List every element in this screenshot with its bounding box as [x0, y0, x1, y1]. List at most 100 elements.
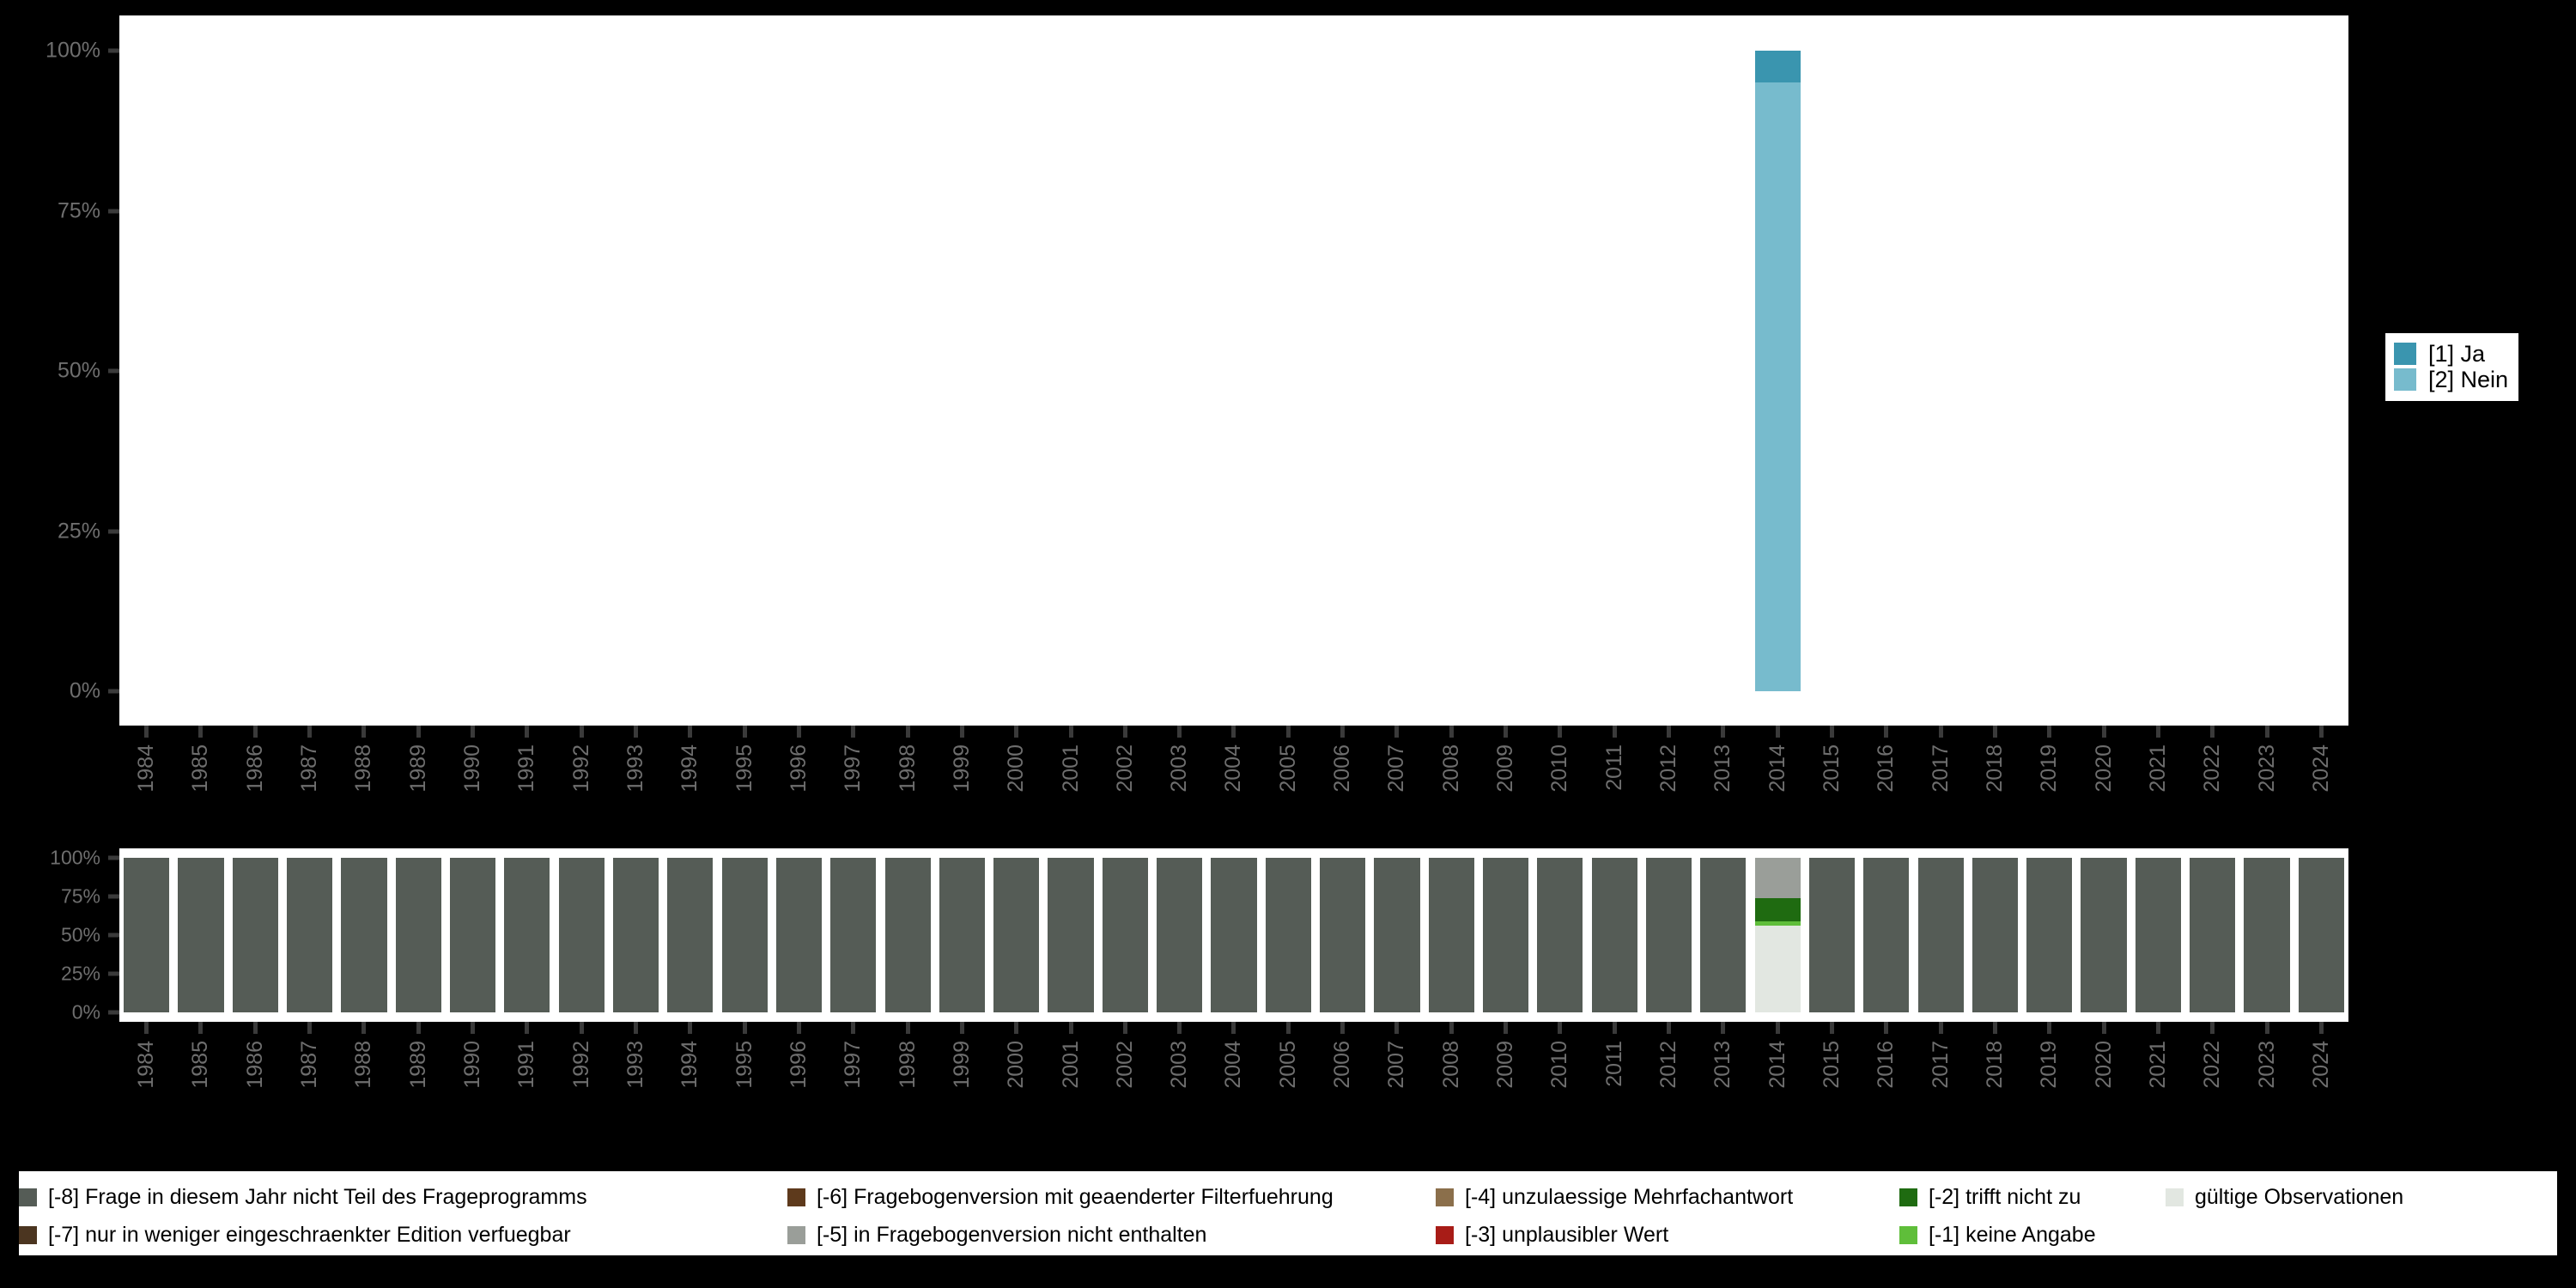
missing-bar-segment[interactable]: [1537, 858, 1583, 1012]
missing-bar-column[interactable]: [500, 858, 554, 1012]
missing-bar-column[interactable]: [1588, 858, 1642, 1012]
missing-bar-segment[interactable]: [1754, 926, 1801, 1012]
missing-bar-column[interactable]: [880, 858, 934, 1012]
category-legend-item[interactable]: [-4] unzulaessige Mehrfachantwort: [1436, 1178, 1793, 1216]
missing-bar-column[interactable]: [1805, 858, 1859, 1012]
missing-bar-column[interactable]: [935, 858, 989, 1012]
missing-bar-column[interactable]: [173, 858, 228, 1012]
missing-bar-column[interactable]: [392, 858, 446, 1012]
missing-bar-segment[interactable]: [449, 858, 496, 1012]
missing-bar-column[interactable]: [555, 858, 609, 1012]
missing-bar-column[interactable]: [1152, 858, 1206, 1012]
missing-bar-column[interactable]: [1098, 858, 1152, 1012]
missing-bar-segment[interactable]: [884, 858, 931, 1012]
missing-bar-segment[interactable]: [1700, 858, 1747, 1012]
missing-bar-segment[interactable]: [993, 858, 1040, 1012]
missing-bar-segment[interactable]: [1754, 858, 1801, 898]
missing-bar-segment[interactable]: [1320, 858, 1366, 1012]
missing-bar-column[interactable]: [2239, 858, 2293, 1012]
missing-bar-segment[interactable]: [124, 858, 170, 1012]
missing-bar-segment[interactable]: [1754, 920, 1801, 927]
category-legend-item[interactable]: [-8] Frage in diesem Jahr nicht Teil des…: [19, 1178, 587, 1216]
missing-bar-segment[interactable]: [341, 858, 387, 1012]
missing-bar-column[interactable]: [663, 858, 717, 1012]
missing-bar-segment[interactable]: [558, 858, 605, 1012]
missing-bar-segment[interactable]: [612, 858, 659, 1012]
missing-bar-column[interactable]: [1968, 858, 2022, 1012]
missing-bar-segment[interactable]: [2081, 858, 2127, 1012]
missing-bar-column[interactable]: [1206, 858, 1261, 1012]
missing-bar-column[interactable]: [1533, 858, 1587, 1012]
missing-bar-segment[interactable]: [2026, 858, 2073, 1012]
missing-bar-segment[interactable]: [1428, 858, 1474, 1012]
missing-bar-segment[interactable]: [1863, 858, 1910, 1012]
legend-item[interactable]: [1] Ja: [2394, 341, 2508, 367]
category-legend-item[interactable]: [-1] keine Angabe: [1899, 1216, 2096, 1254]
missing-bar-segment[interactable]: [395, 858, 441, 1012]
missing-bar-segment[interactable]: [939, 858, 985, 1012]
missing-bar-column[interactable]: [989, 858, 1043, 1012]
missing-bar-column[interactable]: [1479, 858, 1533, 1012]
missing-bar-column[interactable]: [2185, 858, 2239, 1012]
missing-bar-column[interactable]: [1315, 858, 1370, 1012]
missing-bar-segment[interactable]: [2190, 858, 2236, 1012]
category-legend-item[interactable]: gültige Observationen: [2166, 1178, 2403, 1216]
x-axis-tick: 2000: [989, 1022, 1043, 1089]
missing-bar-column[interactable]: [1370, 858, 1424, 1012]
missing-bar-segment[interactable]: [1265, 858, 1311, 1012]
missing-bar-column[interactable]: [717, 858, 771, 1012]
missing-bar-column[interactable]: [2294, 858, 2348, 1012]
missing-bar-column[interactable]: [2076, 858, 2130, 1012]
missing-bar-column[interactable]: [283, 858, 337, 1012]
category-legend-item[interactable]: [-2] trifft nicht zu: [1899, 1178, 2081, 1216]
missing-bar-column[interactable]: [337, 858, 391, 1012]
missing-bar-segment[interactable]: [2244, 858, 2290, 1012]
missing-bar-column[interactable]: [1751, 858, 1805, 1012]
missing-bar-segment[interactable]: [178, 858, 224, 1012]
bar-segment[interactable]: [1754, 82, 1801, 691]
missing-bar-segment[interactable]: [287, 858, 333, 1012]
missing-bar-segment[interactable]: [2135, 858, 2181, 1012]
missing-bar-segment[interactable]: [1754, 897, 1801, 921]
missing-bar-column[interactable]: [1913, 858, 1967, 1012]
missing-bar-segment[interactable]: [830, 858, 877, 1012]
missing-bar-segment[interactable]: [1808, 858, 1856, 1012]
missing-bar-column[interactable]: [1261, 858, 1315, 1012]
missing-bar-column[interactable]: [1043, 858, 1097, 1012]
missing-bar-segment[interactable]: [1591, 858, 1637, 1012]
missing-bar-column[interactable]: [1696, 858, 1750, 1012]
missing-bar-column[interactable]: [2131, 858, 2185, 1012]
missing-bar-column[interactable]: [228, 858, 283, 1012]
missing-bar-column[interactable]: [772, 858, 826, 1012]
missing-bar-column[interactable]: [446, 858, 500, 1012]
bar-column[interactable]: [1751, 51, 1805, 691]
missing-bar-column[interactable]: [609, 858, 663, 1012]
missing-bar-segment[interactable]: [721, 858, 768, 1012]
missing-bar-segment[interactable]: [232, 858, 278, 1012]
missing-bar-segment[interactable]: [1971, 858, 2018, 1012]
category-legend-item[interactable]: [-3] unplausibler Wert: [1436, 1216, 1668, 1254]
missing-bar-segment[interactable]: [1374, 858, 1420, 1012]
category-legend-item[interactable]: [-6] Fragebogenversion mit geaenderter F…: [787, 1178, 1334, 1216]
missing-bar-segment[interactable]: [1102, 858, 1148, 1012]
missing-bar-column[interactable]: [1859, 858, 1913, 1012]
missing-bar-column[interactable]: [119, 858, 173, 1012]
missing-bar-segment[interactable]: [667, 858, 714, 1012]
category-legend-item[interactable]: [-5] in Fragebogenversion nicht enthalte…: [787, 1216, 1206, 1254]
missing-bar-segment[interactable]: [504, 858, 550, 1012]
missing-bar-column[interactable]: [1425, 858, 1479, 1012]
legend-item[interactable]: [2] Nein: [2394, 367, 2508, 392]
missing-bar-segment[interactable]: [1917, 858, 1964, 1012]
missing-bar-segment[interactable]: [1048, 858, 1094, 1012]
category-legend-item[interactable]: [-7] nur in weniger eingeschraenkter Edi…: [19, 1216, 571, 1254]
bar-segment[interactable]: [1754, 51, 1801, 83]
missing-bar-segment[interactable]: [1645, 858, 1692, 1012]
missing-bar-segment[interactable]: [2298, 858, 2344, 1012]
missing-bar-segment[interactable]: [1157, 858, 1203, 1012]
missing-bar-column[interactable]: [1642, 858, 1696, 1012]
missing-bar-column[interactable]: [2022, 858, 2076, 1012]
missing-bar-column[interactable]: [826, 858, 880, 1012]
missing-bar-segment[interactable]: [1482, 858, 1529, 1012]
missing-bar-segment[interactable]: [1211, 858, 1257, 1012]
missing-bar-segment[interactable]: [775, 858, 823, 1012]
